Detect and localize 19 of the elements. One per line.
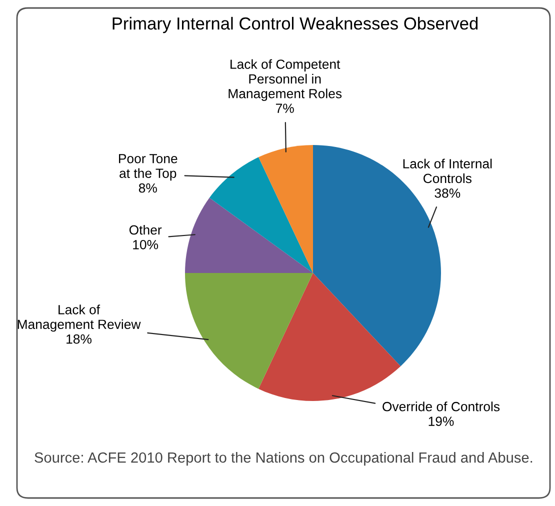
data-label: 19% bbox=[428, 416, 454, 426]
pie-slice bbox=[185, 198, 313, 273]
source-note: Source: ACFE 2010 Report to the Nations on Occupational Fraud and Abuse. bbox=[34, 452, 532, 466]
slice-label: Lack of Internal Controls bbox=[403, 158, 492, 184]
data-label: 10% bbox=[133, 240, 158, 250]
data-label: 18% bbox=[66, 334, 92, 344]
pie-slice bbox=[185, 273, 313, 389]
slice-label: Poor Tone at the Top bbox=[119, 154, 178, 181]
data-label: 7% bbox=[276, 104, 294, 113]
slice-label: Lack of Competent Personnel in Management Roles bbox=[228, 59, 342, 101]
slice-label: Override of Controls bbox=[382, 402, 500, 412]
pie-slice bbox=[209, 157, 313, 273]
chart-title: Primary Internal Control Weaknesses Observed bbox=[112, 16, 478, 34]
pie-slice bbox=[258, 273, 401, 401]
pie-slice bbox=[258, 145, 313, 273]
data-label: 8% bbox=[138, 183, 157, 193]
slice-label: Other bbox=[129, 224, 162, 235]
slice-label: Lack of Management Review bbox=[18, 304, 141, 332]
data-label: 38% bbox=[434, 188, 460, 198]
